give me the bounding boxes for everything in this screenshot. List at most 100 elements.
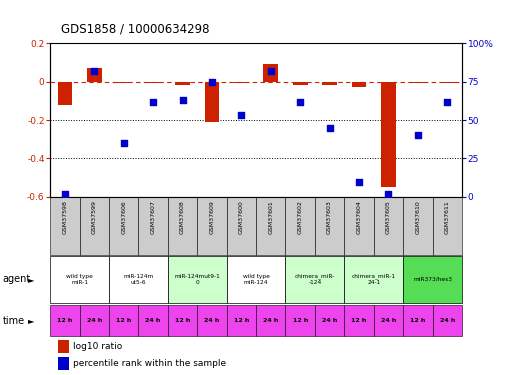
Text: agent: agent [3,274,31,284]
Bar [138,305,168,336]
Text: 24 h: 24 h [145,318,161,323]
Text: 24 h: 24 h [440,318,455,323]
Bar [263,64,278,82]
Point [237,112,246,118]
Point [443,99,451,105]
Bar [234,82,249,84]
Bar [116,82,131,84]
Point [178,97,187,103]
Bar [256,197,286,255]
Text: miR373/hes3: miR373/hes3 [413,277,452,282]
Text: 12 h: 12 h [293,318,308,323]
Text: GSM37603: GSM37603 [327,200,332,234]
Bar [440,82,455,84]
Bar [168,197,197,255]
Point [413,132,422,138]
Text: GSM37605: GSM37605 [386,200,391,234]
Bar [80,197,109,255]
Text: miR-124mut9-1
0: miR-124mut9-1 0 [174,274,220,285]
Point [325,124,334,131]
Bar [197,305,227,336]
Text: GSM37609: GSM37609 [210,200,214,234]
Text: ►: ► [29,316,35,325]
Text: 12 h: 12 h [116,318,131,323]
Bar [256,305,286,336]
Bar [80,305,109,336]
Bar [175,82,190,86]
Bar [205,82,219,122]
Bar [50,305,80,336]
Bar [315,305,344,336]
Bar [374,197,403,255]
Text: time: time [3,316,25,326]
Text: 24 h: 24 h [87,318,102,323]
Text: wild type
miR-1: wild type miR-1 [66,274,93,285]
Bar [344,197,374,255]
Bar [50,256,109,303]
Bar [374,305,403,336]
Bar [168,305,197,336]
Text: GSM37601: GSM37601 [268,200,274,234]
Bar [109,197,138,255]
Text: 24 h: 24 h [381,318,396,323]
Text: GSM37606: GSM37606 [121,200,126,234]
Bar [432,305,462,336]
Bar [432,197,462,255]
Point [384,191,393,197]
Bar [344,305,374,336]
Point [355,178,363,184]
Bar [168,256,227,303]
Point [90,68,99,74]
Bar [315,197,344,255]
Text: 12 h: 12 h [410,318,426,323]
Text: 24 h: 24 h [322,318,337,323]
Bar [403,256,462,303]
Bar [227,197,256,255]
Bar [109,256,168,303]
Point [119,140,128,146]
Text: 12 h: 12 h [234,318,249,323]
Point [296,99,305,105]
Bar [59,357,69,370]
Bar [227,256,286,303]
Bar [197,197,227,255]
Bar [411,82,425,84]
Bar [59,340,69,352]
Point [61,191,69,197]
Bar [146,82,161,84]
Text: chimera_miR-
-124: chimera_miR- -124 [295,273,335,285]
Bar [138,197,168,255]
Bar [344,256,403,303]
Text: GDS1858 / 10000634298: GDS1858 / 10000634298 [61,22,209,36]
Text: 12 h: 12 h [351,318,367,323]
Text: 12 h: 12 h [57,318,72,323]
Bar [322,82,337,86]
Text: GSM37602: GSM37602 [298,200,303,234]
Text: log10 ratio: log10 ratio [73,342,122,351]
Bar [403,305,432,336]
Bar [286,305,315,336]
Text: GSM37604: GSM37604 [356,200,362,234]
Text: chimera_miR-1
24-1: chimera_miR-1 24-1 [352,273,396,285]
Text: GSM37611: GSM37611 [445,200,450,234]
Text: 24 h: 24 h [263,318,278,323]
Text: ►: ► [29,275,35,284]
Bar [293,82,307,86]
Point [267,68,275,74]
Text: GSM37607: GSM37607 [150,200,156,234]
Text: 24 h: 24 h [204,318,220,323]
Bar [227,305,256,336]
Bar [286,197,315,255]
Bar [286,256,344,303]
Text: 12 h: 12 h [175,318,190,323]
Text: GSM37608: GSM37608 [180,200,185,234]
Text: percentile rank within the sample: percentile rank within the sample [73,358,226,368]
Bar [381,82,396,187]
Text: GSM37598: GSM37598 [62,200,68,234]
Point [149,99,157,105]
Text: GSM37599: GSM37599 [92,200,97,234]
Text: GSM37600: GSM37600 [239,200,244,234]
Bar [109,305,138,336]
Bar [50,197,80,255]
Bar [352,82,366,87]
